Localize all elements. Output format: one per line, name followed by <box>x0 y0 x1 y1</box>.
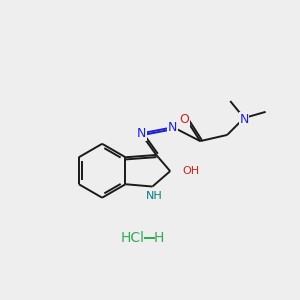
Text: NH: NH <box>146 191 162 201</box>
Text: N: N <box>168 121 177 134</box>
Text: N: N <box>239 113 249 126</box>
Text: N: N <box>137 127 146 140</box>
Text: H: H <box>154 231 164 245</box>
Text: HCl: HCl <box>120 231 144 245</box>
Text: O: O <box>179 113 189 126</box>
Text: OH: OH <box>182 166 200 176</box>
